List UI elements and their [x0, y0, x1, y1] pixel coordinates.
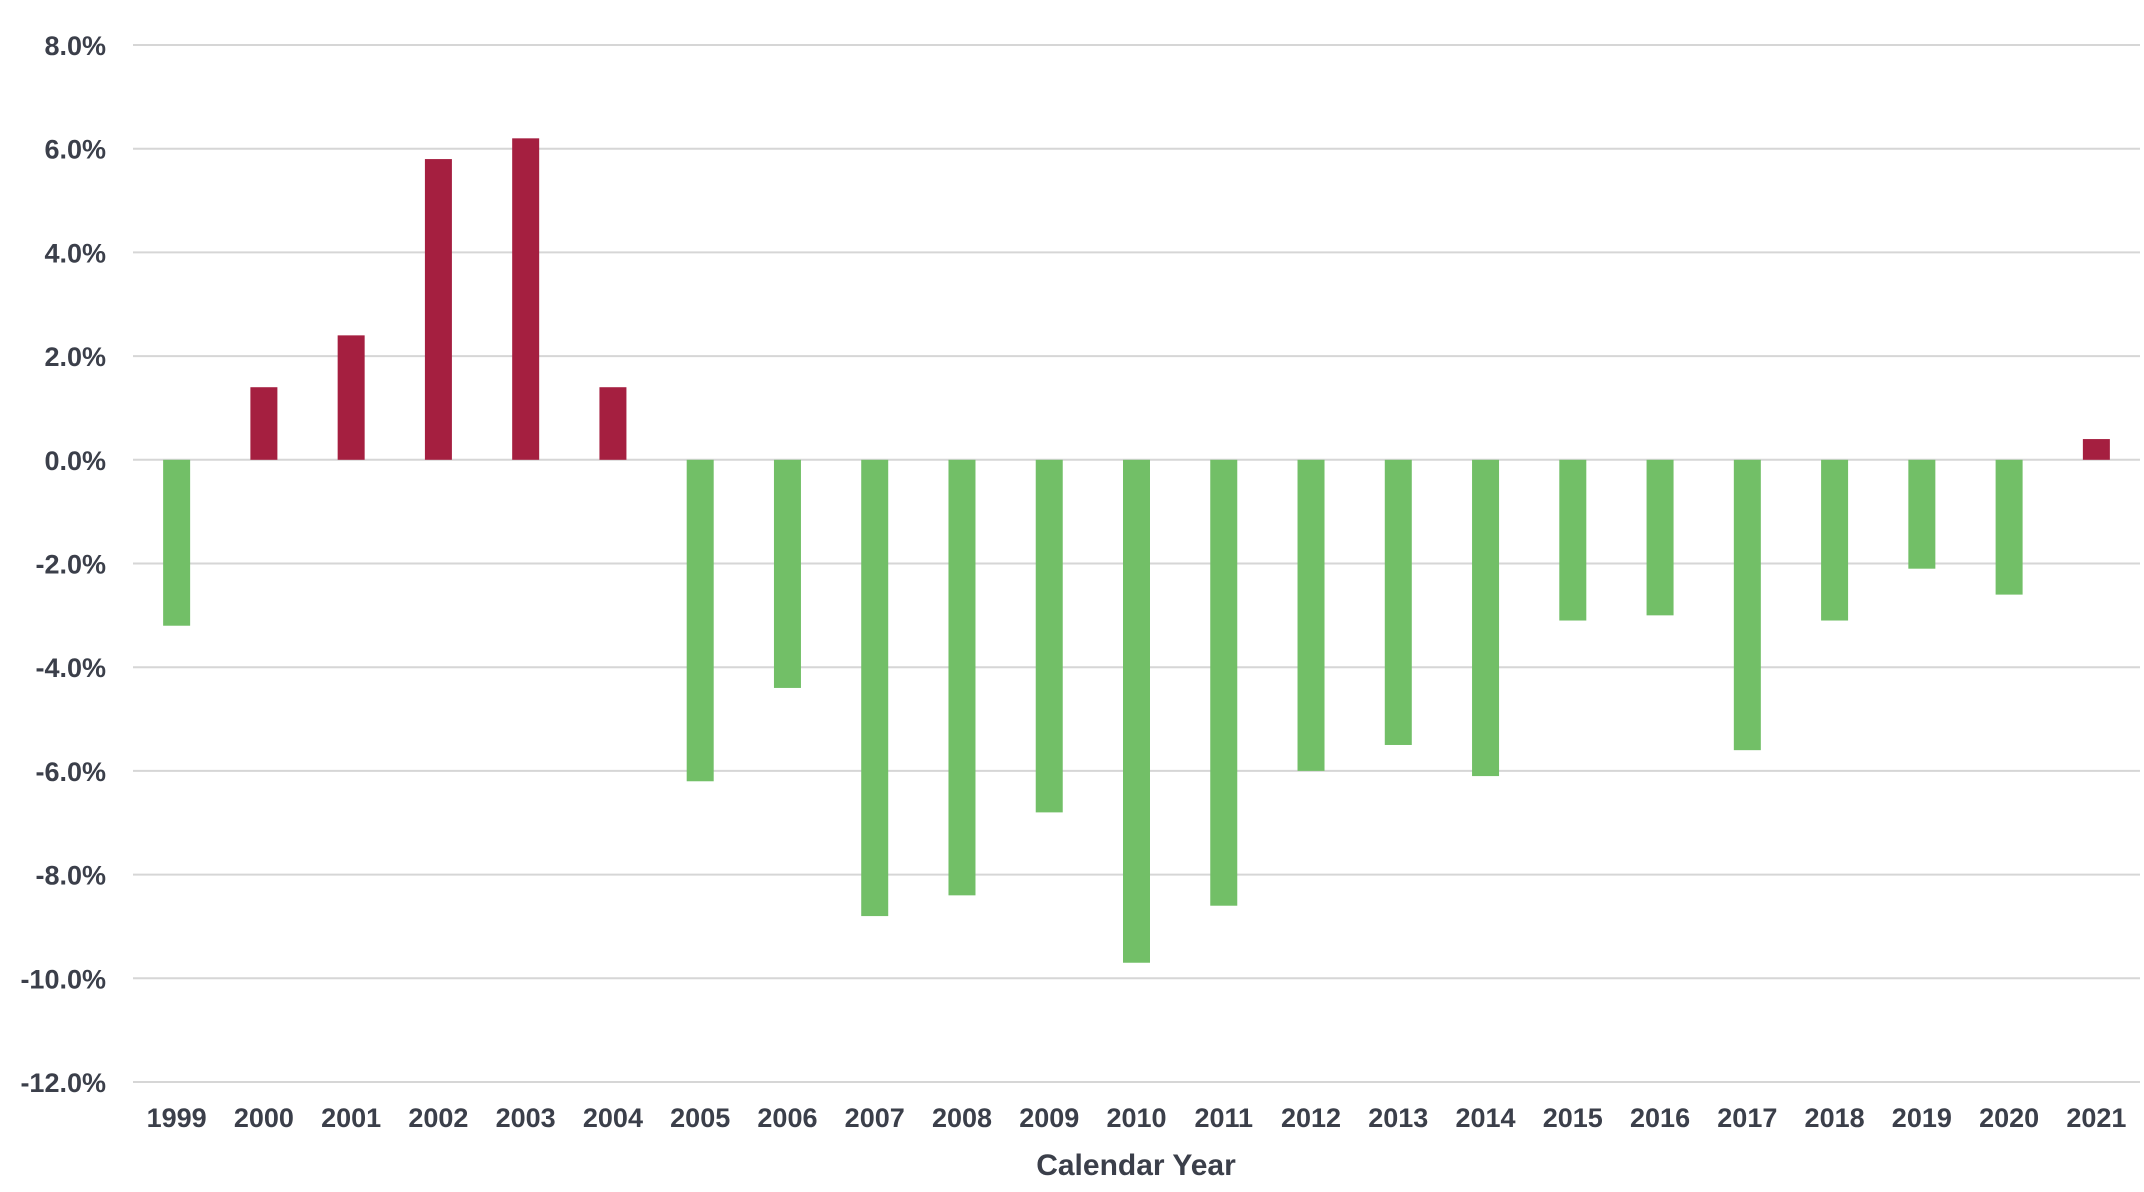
- y-tick-label: 8.0%: [44, 31, 106, 61]
- y-tick-label: -6.0%: [35, 757, 106, 787]
- x-tick-label: 1999: [147, 1103, 207, 1133]
- y-tick-label: 0.0%: [44, 446, 106, 476]
- x-tick-label: 2017: [1717, 1103, 1777, 1133]
- bar-2000: [250, 387, 278, 460]
- x-tick-label: 2019: [1892, 1103, 1952, 1133]
- x-tick-label: 2014: [1456, 1103, 1516, 1133]
- bar-2011: [1210, 459, 1238, 906]
- x-tick-label: 2020: [1979, 1103, 2039, 1133]
- bar-2001: [337, 335, 365, 460]
- x-tick-label: 2000: [234, 1103, 294, 1133]
- y-tick-label: 4.0%: [44, 238, 106, 268]
- x-tick-label: 2011: [1194, 1103, 1253, 1133]
- bar-2014: [1472, 459, 1500, 777]
- x-tick-label: 2021: [2066, 1103, 2126, 1133]
- x-tick-label: 2012: [1281, 1103, 1341, 1133]
- x-tick-label: 2018: [1805, 1103, 1865, 1133]
- bar-2019: [1908, 459, 1936, 569]
- bar-2016: [1646, 459, 1674, 616]
- y-tick-label: -8.0%: [35, 861, 106, 891]
- x-tick-label: 2008: [932, 1103, 992, 1133]
- x-tick-label: 2002: [408, 1103, 468, 1133]
- bar-2004: [599, 387, 627, 460]
- bars: [163, 138, 2110, 963]
- bar-2009: [1035, 459, 1063, 813]
- bar-2005: [686, 459, 714, 782]
- bar-2021: [2082, 439, 2110, 460]
- bar-2015: [1559, 459, 1587, 621]
- bar-2008: [948, 459, 976, 896]
- x-tick-label: 2003: [496, 1103, 556, 1133]
- x-tick-label: 2009: [1019, 1103, 1079, 1133]
- x-tick-label: 2007: [845, 1103, 905, 1133]
- x-axis-ticks: 1999 2000 2001 2002 2003 2004 2005 2006 2007 2008…: [147, 1103, 2127, 1133]
- bar-2012: [1297, 459, 1325, 771]
- x-tick-label: 2016: [1630, 1103, 1690, 1133]
- x-tick-label: 2004: [583, 1103, 643, 1133]
- y-tick-label: -4.0%: [35, 653, 106, 683]
- x-tick-label: 2013: [1368, 1103, 1428, 1133]
- y-tick-label: -2.0%: [35, 550, 106, 580]
- bar-2017: [1733, 459, 1761, 751]
- y-tick-label: -12.0%: [20, 1068, 106, 1098]
- x-tick-label: 2015: [1543, 1103, 1603, 1133]
- y-axis-ticks: 8.0% 6.0% 4.0% 2.0% 0.0% -2.0% -4.0% -6.0% -8.0%…: [20, 31, 106, 1098]
- bar-2003: [512, 138, 540, 460]
- bar-2006: [773, 459, 801, 688]
- y-tick-label: 6.0%: [44, 135, 106, 165]
- bar-2018: [1821, 459, 1849, 621]
- x-tick-label: 2010: [1106, 1103, 1166, 1133]
- x-tick-label: 2001: [321, 1103, 381, 1133]
- y-tick-label: -10.0%: [20, 964, 106, 994]
- bar-2020: [1995, 459, 2023, 595]
- bar-2013: [1384, 459, 1412, 745]
- x-tick-label: 2006: [757, 1103, 817, 1133]
- bar-2010: [1123, 459, 1150, 963]
- x-tick-label: 2005: [670, 1103, 730, 1133]
- bar-2002: [424, 159, 452, 460]
- bar-2007: [861, 459, 889, 917]
- bar-1999: [163, 459, 191, 626]
- y-tick-label: 2.0%: [44, 342, 106, 372]
- x-axis-title: Calendar Year: [1036, 1149, 1236, 1182]
